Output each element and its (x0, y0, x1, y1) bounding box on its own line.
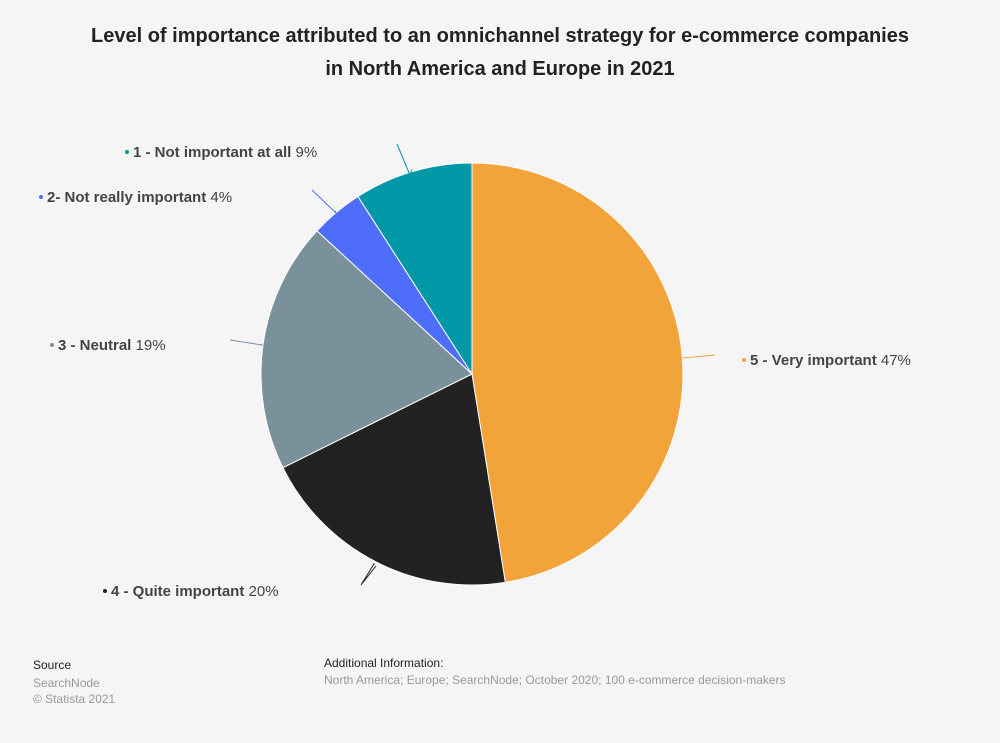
label-bullet (50, 343, 54, 347)
leader-line (360, 563, 377, 586)
pie-slice (471, 162, 684, 583)
label-bullet (103, 589, 107, 593)
slice-label-value: 4% (206, 189, 232, 206)
copyright: © Statista 2021 (33, 692, 116, 706)
slice-label: 4 - Quite important 20% (111, 583, 279, 600)
slice-label-value: 20% (244, 583, 278, 600)
slice-labels: 5 - Very important 47% 4 - Quite importan… (39, 144, 911, 600)
leader-line (396, 143, 413, 177)
label-bullet (742, 358, 746, 362)
slice-label-name: 5 - Very important (750, 352, 877, 369)
pie-slice (282, 373, 506, 586)
slice-label: 1 - Not important at all 9% (133, 144, 317, 161)
slice-label-name: 1 - Not important at all (133, 144, 291, 161)
slice-label: 3 - Neutral 19% (58, 337, 166, 354)
slice-label: 5 - Very important 47% (750, 352, 911, 369)
pie-slices (260, 162, 684, 586)
slice-label-value: 9% (291, 144, 317, 161)
additional-info-text: North America; Europe; SearchNode; Octob… (324, 673, 786, 687)
leader-line (229, 339, 263, 346)
leader-line (681, 354, 716, 359)
slice-label-name: 4 - Quite important (111, 583, 244, 600)
additional-info-heading: Additional Information: (324, 656, 444, 670)
chart-title: Level of importance attributed to an omn… (91, 25, 909, 80)
source-name: SearchNode (33, 676, 100, 690)
slice-label-name: 2- Not really important (47, 189, 206, 206)
pie-slice (357, 162, 473, 376)
leader-line (311, 189, 337, 214)
slice-label-name: 3 - Neutral (58, 337, 131, 354)
pie-slice (260, 230, 473, 469)
source-heading: Source (33, 658, 72, 672)
slice-label: 2- Not really important 4% (47, 189, 232, 206)
label-bullet (39, 195, 43, 199)
slice-label-value: 19% (131, 337, 165, 354)
leader-lines (229, 143, 716, 586)
source-text: SearchNode © Statista 2021 (33, 675, 115, 707)
label-bullet (125, 150, 129, 154)
slice-label-value: 47% (877, 352, 911, 369)
